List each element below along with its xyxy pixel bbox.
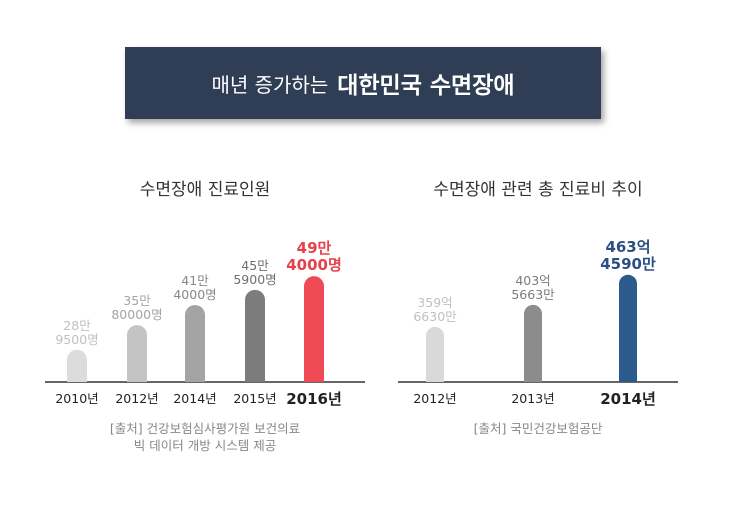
bar (67, 349, 87, 382)
bar (304, 276, 324, 382)
category-label: 2013년 (511, 391, 554, 406)
patients-chart-plot: 28만9500명2010년35만80000명2012년41만4000명2014년… (45, 239, 365, 408)
data-label: 45만 (241, 258, 269, 273)
cost-chart-title: 수면장애 관련 총 진료비 추이 (433, 180, 643, 200)
patients-chart-source: [출처] 건강보험심사평가원 보건의료 빅 데이터 개방 시스템 제공 (45, 420, 365, 454)
data-label: 4590만 (600, 255, 656, 273)
source-line: [출처] 국민건강보험공단 (473, 421, 603, 436)
data-label: 9500명 (55, 332, 98, 347)
category-label: 2012년 (413, 391, 456, 406)
headline-regular: 매년 증가하는 (211, 72, 329, 97)
bar (426, 326, 444, 382)
category-label: 2016년 (286, 390, 342, 408)
cost-chart-source: [출처] 국민건강보험공단 (393, 420, 683, 437)
data-label: 4000명 (286, 256, 342, 274)
bar (524, 304, 542, 382)
data-label: 80000명 (111, 307, 162, 322)
category-label: 2012년 (115, 391, 158, 406)
data-label: 359억 (417, 295, 452, 310)
data-label: 5663만 (511, 287, 555, 302)
patients-chart: 수면장애 진료인원 28만 9500명 2010년 35만 80000명 2012년 41만… (45, 175, 365, 465)
bar (185, 304, 205, 382)
headline-bold: 대한민국 수면장애 (337, 73, 515, 99)
data-label: 6630만 (413, 309, 457, 324)
cost-chart: 수면장애 관련 총 진료비 추이 359억 6630만 2012년 403억 5663만… (393, 175, 683, 465)
source-line: [출처] 건강보험심사평가원 보건의료 (109, 421, 301, 436)
bar (245, 289, 265, 382)
data-label: 403억 (515, 273, 550, 288)
category-label: 2015년 (233, 391, 276, 406)
bar (619, 274, 637, 382)
data-label: 49만 (297, 239, 332, 257)
bar (127, 325, 147, 382)
data-label: 35만 (123, 293, 151, 308)
data-label: 28만 (63, 318, 91, 333)
source-line: 빅 데이터 개방 시스템 제공 (133, 438, 277, 453)
patients-chart-title: 수면장애 진료인원 (139, 180, 271, 200)
data-label: 4000명 (173, 287, 216, 302)
data-label: 41만 (181, 273, 209, 288)
category-label: 2010년 (55, 391, 98, 406)
category-label: 2014년 (600, 390, 656, 408)
data-label: 5900명 (233, 272, 276, 287)
data-label: 463억 (605, 238, 650, 256)
category-label: 2014년 (173, 391, 216, 406)
headline-banner: 매년 증가하는 대한민국 수면장애 (125, 47, 601, 119)
